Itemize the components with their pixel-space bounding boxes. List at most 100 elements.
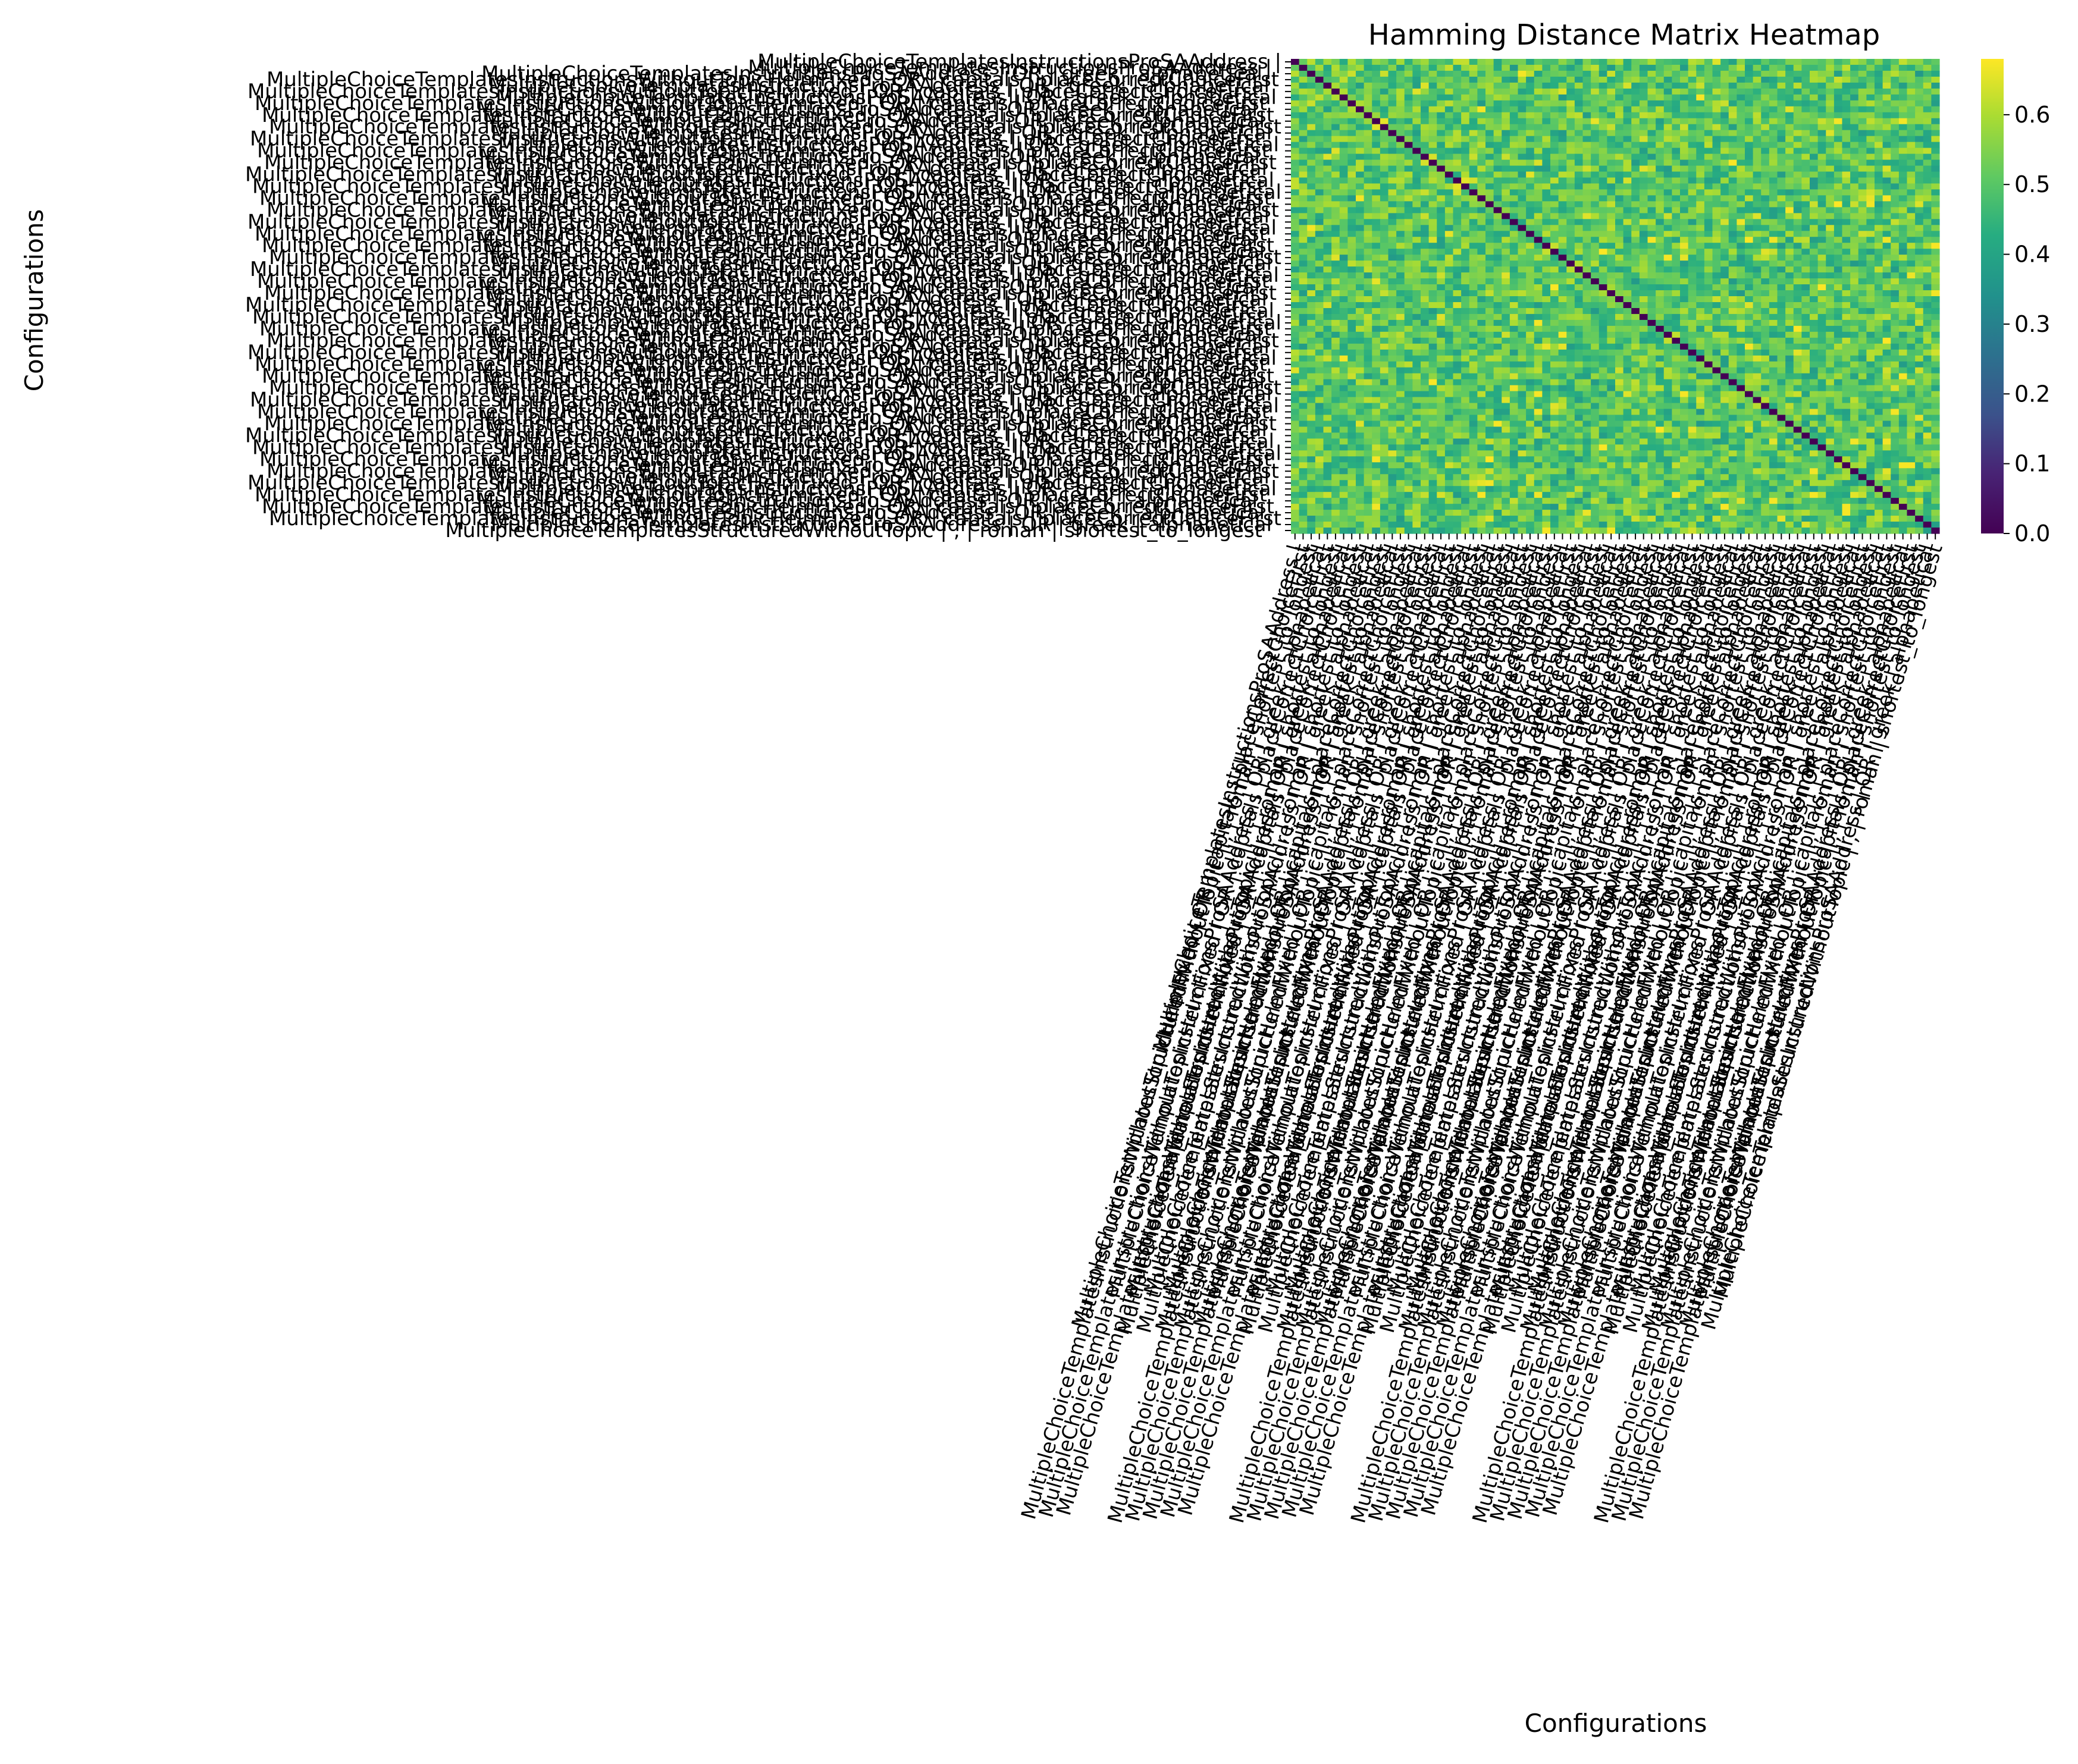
heatmap-cell bbox=[1817, 415, 1826, 422]
heatmap-cell bbox=[1623, 278, 1632, 285]
heatmap-cell bbox=[1421, 112, 1430, 119]
heatmap-cell bbox=[1412, 142, 1421, 149]
heatmap-cell bbox=[1850, 177, 1859, 184]
heatmap-cell bbox=[1566, 177, 1575, 184]
heatmap-cell bbox=[1380, 76, 1389, 83]
heatmap-cell bbox=[1550, 319, 1559, 327]
heatmap-cell bbox=[1663, 255, 1672, 261]
heatmap-cell bbox=[1542, 136, 1551, 143]
heatmap-cell bbox=[1372, 249, 1381, 255]
heatmap-cell bbox=[1923, 153, 1932, 161]
heatmap-cell bbox=[1672, 171, 1681, 178]
heatmap-cell bbox=[1380, 403, 1389, 410]
heatmap-cell bbox=[1347, 367, 1356, 374]
heatmap-cell bbox=[1720, 201, 1729, 208]
heatmap-cell bbox=[1696, 373, 1705, 380]
heatmap-cell bbox=[1607, 136, 1616, 143]
heatmap-cell bbox=[1428, 225, 1437, 231]
heatmap-cell bbox=[1647, 343, 1656, 350]
heatmap-cell bbox=[1623, 243, 1632, 249]
heatmap-cell bbox=[1591, 296, 1600, 303]
heatmap-cell bbox=[1550, 337, 1559, 344]
heatmap-cell bbox=[1891, 260, 1900, 267]
heatmap-cell bbox=[1518, 290, 1527, 297]
heatmap-cell bbox=[1558, 355, 1567, 362]
heatmap-cell bbox=[1372, 278, 1381, 285]
heatmap-cell bbox=[1558, 313, 1567, 321]
heatmap-cell bbox=[1623, 355, 1632, 362]
heatmap-cell bbox=[1469, 147, 1478, 155]
heatmap-cell bbox=[1817, 313, 1826, 321]
heatmap-cell bbox=[1810, 100, 1819, 107]
heatmap-cell bbox=[1882, 219, 1891, 225]
heatmap-cell bbox=[1882, 183, 1891, 190]
heatmap-cell bbox=[1737, 225, 1745, 231]
heatmap-cell bbox=[1875, 284, 1883, 291]
heatmap-cell bbox=[1647, 403, 1656, 410]
heatmap-cell bbox=[1574, 70, 1584, 77]
heatmap-cell bbox=[1875, 213, 1883, 219]
heatmap-cell bbox=[1647, 243, 1656, 249]
heatmap-cell bbox=[1801, 302, 1810, 309]
heatmap-cell bbox=[1753, 391, 1762, 398]
heatmap-cell bbox=[1453, 337, 1462, 344]
heatmap-cell bbox=[1810, 183, 1819, 190]
heatmap-cell bbox=[1672, 337, 1681, 344]
heatmap-cell bbox=[1875, 266, 1883, 273]
heatmap-cell bbox=[1493, 337, 1502, 344]
heatmap-cell bbox=[1891, 243, 1900, 249]
heatmap-cell bbox=[1833, 397, 1843, 404]
heatmap-cell bbox=[1299, 153, 1308, 161]
heatmap-cell bbox=[1793, 325, 1802, 332]
heatmap-cell bbox=[1412, 367, 1421, 374]
heatmap-cell bbox=[1915, 183, 1924, 190]
heatmap-cell bbox=[1769, 237, 1778, 243]
heatmap-cell bbox=[1299, 94, 1308, 101]
heatmap-cell bbox=[1453, 266, 1462, 273]
heatmap-cell bbox=[1526, 319, 1535, 327]
heatmap-cell bbox=[1323, 237, 1332, 243]
heatmap-cell bbox=[1534, 183, 1543, 190]
heatmap-cell bbox=[1347, 64, 1356, 71]
heatmap-cell bbox=[1412, 165, 1421, 172]
heatmap-cell bbox=[1582, 255, 1591, 261]
heatmap-cell bbox=[1866, 272, 1875, 279]
heatmap-cell bbox=[1761, 343, 1770, 350]
heatmap-cell bbox=[1793, 171, 1802, 178]
heatmap-cell bbox=[1469, 124, 1478, 131]
heatmap-cell bbox=[1339, 147, 1348, 155]
heatmap-cell bbox=[1793, 243, 1802, 249]
heatmap-cell bbox=[1833, 88, 1843, 95]
heatmap-cell bbox=[1599, 409, 1607, 416]
heatmap-cell bbox=[1396, 415, 1405, 422]
heatmap-cell bbox=[1364, 76, 1372, 83]
heatmap-cell bbox=[1437, 219, 1446, 225]
heatmap-cell bbox=[1444, 189, 1454, 196]
heatmap-cell bbox=[1461, 255, 1470, 261]
heatmap-cell bbox=[1404, 379, 1413, 386]
heatmap-cell bbox=[1801, 231, 1810, 237]
heatmap-cell bbox=[1534, 343, 1543, 350]
heatmap-cell bbox=[1785, 94, 1794, 101]
heatmap-cell bbox=[1364, 88, 1372, 95]
heatmap-cell bbox=[1526, 385, 1535, 392]
heatmap-cell bbox=[1826, 88, 1835, 95]
heatmap-cell bbox=[1631, 124, 1640, 131]
heatmap-cell bbox=[1502, 201, 1510, 208]
heatmap-cell bbox=[1801, 112, 1810, 119]
heatmap-cell bbox=[1356, 82, 1365, 89]
heatmap-cell bbox=[1550, 82, 1559, 89]
heatmap-cell bbox=[1291, 266, 1300, 273]
heatmap-cell bbox=[1485, 296, 1494, 303]
heatmap-cell bbox=[1737, 130, 1745, 137]
heatmap-cell bbox=[1388, 130, 1397, 137]
heatmap-cell bbox=[1558, 296, 1567, 303]
heatmap-cell bbox=[1469, 201, 1478, 208]
heatmap-cell bbox=[1291, 106, 1300, 113]
heatmap-cell bbox=[1356, 130, 1365, 137]
heatmap-cell bbox=[1882, 189, 1891, 196]
heatmap-cell bbox=[1599, 307, 1607, 315]
heatmap-cell bbox=[1866, 403, 1875, 410]
heatmap-cell bbox=[1542, 189, 1551, 196]
heatmap-cell bbox=[1469, 159, 1478, 167]
